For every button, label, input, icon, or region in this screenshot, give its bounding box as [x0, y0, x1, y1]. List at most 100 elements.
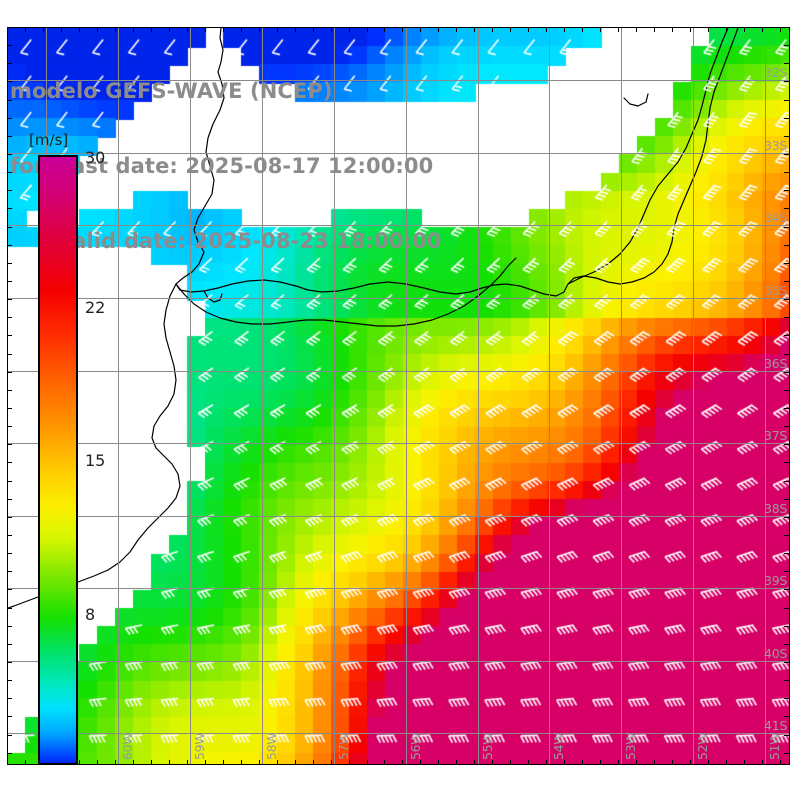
axis-tick [7, 553, 12, 554]
lat-label-33S: 33S [764, 138, 787, 153]
colorbar-tick-22: 22 [85, 298, 106, 317]
axis-tick [784, 571, 789, 572]
axis-tick [784, 608, 789, 609]
gridline-lon-52W [693, 28, 694, 764]
axis-tick [7, 481, 12, 482]
plot-title: modelo GEFS-WAVE (NCEP) forecast date: 2… [10, 29, 490, 279]
axis-tick [259, 27, 260, 32]
axis-tick [510, 760, 511, 765]
axis-tick [784, 263, 789, 264]
axis-tick [7, 118, 12, 119]
gridline-lon-60W [118, 28, 119, 764]
gridline-lon-55W [478, 28, 479, 764]
axis-tick [784, 335, 789, 336]
axis-tick [784, 589, 789, 590]
axis-tick [784, 444, 789, 445]
axis-tick [438, 27, 439, 32]
axis-tick [492, 27, 493, 32]
axis-tick [25, 27, 26, 32]
axis-tick [784, 626, 789, 627]
axis-tick [7, 208, 12, 209]
axis-tick [7, 45, 12, 46]
axis-tick [7, 27, 12, 28]
axis-tick [402, 27, 403, 32]
left-axis-ticks [7, 27, 17, 765]
axis-tick [438, 760, 439, 765]
lat-label-32S: 32S [764, 65, 787, 80]
gridline-lon-58W [262, 28, 263, 764]
axis-tick [528, 27, 529, 32]
axis-tick [7, 317, 12, 318]
axis-tick [636, 760, 637, 765]
axis-tick [7, 753, 12, 754]
axis-tick [492, 760, 493, 765]
axis-tick [7, 680, 12, 681]
axis-tick [784, 118, 789, 119]
axis-tick [784, 136, 789, 137]
axis-tick [784, 553, 789, 554]
gridline-lon-56W [406, 28, 407, 764]
gridline-lon-53W [621, 28, 622, 764]
axis-tick [7, 263, 12, 264]
axis-tick [7, 172, 12, 173]
axis-tick [7, 27, 8, 32]
axis-tick [7, 517, 12, 518]
axis-tick [187, 27, 188, 32]
axis-tick [600, 27, 601, 32]
axis-tick [7, 63, 12, 64]
axis-tick [474, 760, 475, 765]
axis-tick [636, 27, 637, 32]
gridline-lat-39S [8, 588, 789, 589]
axis-tick [474, 27, 475, 32]
axis-tick [618, 760, 619, 765]
axis-tick [564, 27, 565, 32]
axis-tick [784, 227, 789, 228]
axis-tick [151, 27, 152, 32]
axis-tick [784, 735, 789, 736]
axis-tick [784, 680, 789, 681]
axis-tick [349, 760, 350, 765]
axis-tick [7, 281, 12, 282]
axis-tick [7, 245, 12, 246]
axis-tick [784, 535, 789, 536]
map-plot-frame: 61W60W59W58W57W56W55W54W53W52W51W 32S33S… [7, 27, 790, 765]
axis-tick [784, 100, 789, 101]
axis-tick [784, 408, 789, 409]
axis-tick [582, 760, 583, 765]
gridline-lon-57W [334, 28, 335, 764]
axis-tick [205, 27, 206, 32]
axis-tick [384, 27, 385, 32]
axis-tick [762, 760, 763, 765]
axis-tick [784, 45, 789, 46]
axis-tick [618, 27, 619, 32]
lat-label-34S: 34S [764, 210, 787, 225]
axis-tick [7, 644, 12, 645]
gridline-lat-34S [8, 225, 789, 226]
axis-tick [313, 760, 314, 765]
axis-tick [7, 662, 12, 663]
axis-tick [7, 698, 12, 699]
axis-tick [7, 426, 12, 427]
axis-tick [784, 190, 789, 191]
top-axis-ticks [7, 27, 790, 37]
axis-tick [133, 760, 134, 765]
lat-label-36S: 36S [764, 356, 787, 371]
axis-tick [7, 408, 12, 409]
gridline-lat-35S [8, 298, 789, 299]
colorbar-tick-8: 8 [85, 605, 96, 624]
gridline-lat-38S [8, 516, 789, 517]
axis-tick [784, 517, 789, 518]
axis-tick [784, 63, 789, 64]
axis-tick [744, 27, 745, 32]
axis-tick [169, 760, 170, 765]
axis-tick [654, 760, 655, 765]
axis-tick [7, 462, 12, 463]
title-valid: valid date: 2025-08-23 18:00:00 [58, 229, 442, 253]
axis-tick [133, 27, 134, 32]
gridline-lon-51W [765, 28, 766, 764]
axis-tick [7, 760, 8, 765]
axis-tick [780, 27, 781, 32]
axis-tick [672, 760, 673, 765]
axis-tick [708, 27, 709, 32]
title-model: modelo GEFS-WAVE (NCEP) [10, 79, 333, 103]
